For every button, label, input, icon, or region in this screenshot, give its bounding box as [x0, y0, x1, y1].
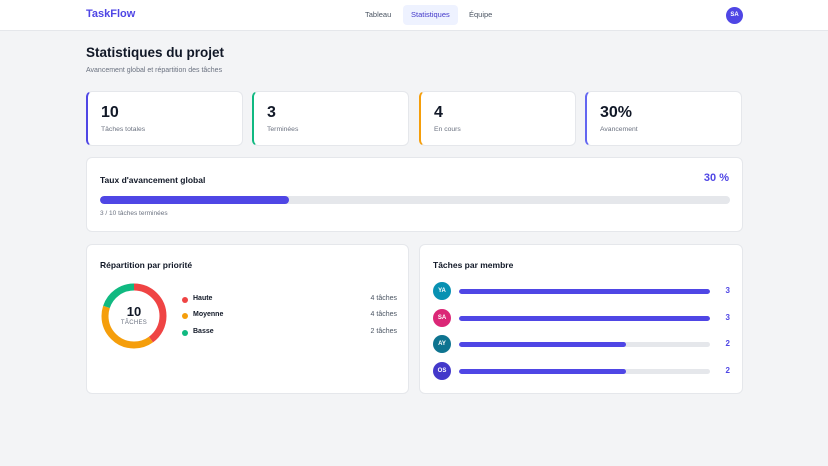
legend-name: Moyenne [193, 311, 224, 318]
member-count: 2 [725, 366, 730, 375]
tab-equipe[interactable]: Équipe [469, 10, 493, 19]
legend-item-moyenne: Moyenne 4 tâches [182, 311, 397, 321]
progress-bar [100, 196, 730, 204]
legend-name: Basse [193, 328, 214, 335]
member-bar [459, 316, 710, 321]
member-bar [459, 289, 710, 294]
tab-tableau[interactable]: Tableau [365, 10, 392, 19]
legend-dot [182, 330, 188, 336]
member-row-os: OS 2 [433, 362, 730, 380]
legend-count: 4 tâches [370, 295, 397, 302]
legend-count: 2 tâches [370, 328, 397, 335]
progress-percent: 30 % [703, 172, 729, 184]
priority-title: Répartition par priorité [100, 260, 193, 270]
priority-card: Répartition par priorité 10 TÂCHES Haute… [86, 244, 409, 394]
stat-label: Avancement [600, 126, 638, 133]
donut-slice-moyenne [101, 283, 167, 349]
progress-title: Taux d'avancement global [100, 175, 206, 185]
progress-bar-fill [100, 196, 289, 204]
stat-label: Terminées [267, 126, 299, 133]
member-bar-fill [459, 342, 627, 347]
legend-item-haute: Haute 4 tâches [182, 295, 397, 305]
tab-statistiques[interactable]: Statistiques [403, 5, 458, 25]
donut-total: 10 [126, 304, 142, 319]
member-count: 3 [725, 313, 730, 322]
stat-label: En cours [434, 126, 461, 133]
top-navbar: TaskFlow Tableau Statistiques Équipe SA [0, 0, 828, 31]
page-subtitle: Avancement global et répartition des tâc… [86, 67, 223, 74]
legend-dot [182, 297, 188, 303]
member-avatar[interactable]: SA [433, 309, 451, 327]
page-title: Statistiques du projet [86, 45, 225, 60]
member-avatar[interactable]: OS [433, 362, 451, 380]
donut-slice-basse [101, 283, 167, 349]
stat-value: 10 [101, 104, 119, 121]
member-avatar[interactable]: YA [433, 282, 451, 300]
member-bar [459, 369, 710, 374]
member-count: 2 [725, 339, 730, 348]
legend-dot [182, 313, 188, 319]
stat-label: Tâches totales [101, 126, 146, 133]
stat-card-done: 3 Terminées [252, 91, 409, 146]
legend-count: 4 tâches [370, 311, 397, 318]
app-logo[interactable]: TaskFlow [86, 8, 136, 20]
member-bar-fill [459, 289, 710, 294]
priority-donut-chart [101, 283, 167, 349]
progress-caption: 3 / 10 tâches terminées [100, 210, 168, 217]
members-card: Tâches par membre YA 3 SA 3 AY 2 OS 2 [419, 244, 743, 394]
member-bar [459, 342, 710, 347]
stat-card-in-progress: 4 En cours [419, 91, 576, 146]
user-avatar[interactable]: SA [726, 7, 743, 24]
member-row-ay: AY 2 [433, 335, 730, 353]
stat-value: 3 [267, 104, 276, 121]
stat-value: 4 [434, 104, 443, 121]
legend-name: Haute [193, 295, 213, 302]
member-row-sa: SA 3 [433, 309, 730, 327]
stat-card-progress: 30% Avancement [585, 91, 742, 146]
member-count: 3 [725, 286, 730, 295]
member-row-ya: YA 3 [433, 282, 730, 300]
member-avatar[interactable]: AY [433, 335, 451, 353]
progress-card: Taux d'avancement global 30 % 3 / 10 tâc… [86, 157, 743, 232]
stat-value: 30% [600, 104, 633, 121]
member-bar-fill [459, 369, 627, 374]
donut-total-label: TÂCHES [120, 320, 148, 326]
member-bar-fill [459, 316, 710, 321]
legend-item-basse: Basse 2 tâches [182, 328, 397, 338]
members-title: Tâches par membre [433, 260, 514, 270]
stat-card-total: 10 Tâches totales [86, 91, 243, 146]
